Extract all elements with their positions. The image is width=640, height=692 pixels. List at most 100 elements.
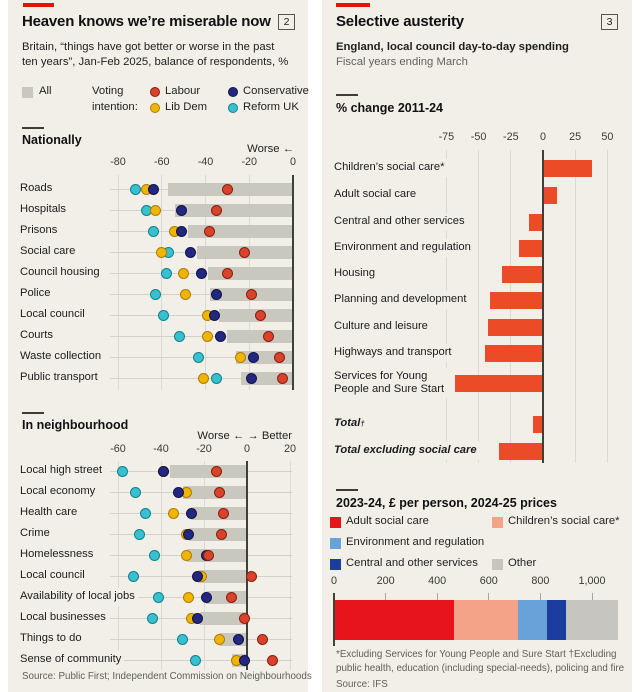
libdem-legend-label: Lib Dem: [165, 101, 208, 113]
adult-social-care-label: Adult social care: [346, 515, 429, 527]
panel-title: Selective austerity: [336, 13, 464, 30]
gridline: [289, 461, 291, 670]
panel-title: Heaven knows we’re miserable now: [22, 13, 271, 30]
adult-social-care-swatch: [330, 517, 341, 528]
conservative-dot-icon: [228, 87, 238, 97]
all-bar: [227, 329, 293, 343]
dot-conservative: [232, 633, 244, 645]
dot-reform: [173, 330, 185, 342]
figure-number-badge: 3: [601, 14, 618, 30]
row-label: Environment and regulation: [334, 239, 474, 257]
other-label: Other: [508, 557, 537, 569]
gridline: [117, 175, 119, 390]
bar: [543, 159, 592, 177]
row-label: Planning and development: [334, 291, 470, 309]
section-rule: [22, 412, 44, 414]
all-bar: [169, 464, 247, 478]
dot-conservative: [175, 204, 187, 216]
dot-conservative: [215, 330, 227, 342]
row-label: Prisons: [20, 222, 61, 240]
environment-swatch: [330, 538, 341, 549]
stacked-segment: [334, 600, 454, 640]
section-title-change: % change 2011-24: [336, 101, 444, 115]
row-label: Council housing: [20, 264, 103, 282]
dot-conservative: [245, 372, 257, 384]
dot-reform: [127, 570, 139, 582]
axis-note-worse: Worse ←: [247, 143, 294, 155]
tick-label: -50: [470, 131, 487, 143]
dot-conservative: [184, 246, 196, 258]
row-line: [110, 335, 293, 337]
gridline: [205, 175, 206, 390]
dot-labour: [226, 591, 238, 603]
tick-label: -60: [153, 156, 170, 168]
panel-austerity: Selective austerity 3 England, local cou…: [322, 0, 632, 692]
dot-reform: [116, 465, 128, 477]
row-label: Children’s social care*: [334, 159, 448, 177]
other-swatch: [492, 559, 503, 570]
all-bar: [186, 548, 247, 562]
dot-labour: [239, 246, 251, 258]
dot-reform: [149, 288, 161, 300]
row-label: Sense of community: [20, 651, 125, 669]
dot-conservative: [157, 465, 169, 477]
dot-reform: [160, 267, 172, 279]
dot-labour: [274, 351, 286, 363]
row-label: Local high street: [20, 462, 106, 480]
gridline: [161, 175, 163, 390]
dot-libdem: [213, 633, 225, 645]
stacked-segment: [518, 600, 547, 640]
labour-dot-icon: [150, 87, 160, 97]
dot-conservative: [183, 528, 195, 540]
dot-reform: [130, 183, 141, 195]
conservative-legend-label: Conservative: [243, 85, 309, 97]
dot-conservative: [248, 351, 260, 363]
red-tab: [23, 3, 54, 7]
dot-conservative: [147, 183, 159, 195]
voting-label-line1: Voting: [92, 85, 124, 97]
bar: [499, 442, 543, 460]
row-label: Local economy: [20, 483, 99, 501]
dot-labour: [245, 570, 257, 582]
gridline: [160, 461, 162, 670]
row-label: Local council: [20, 567, 88, 585]
section-rule: [336, 489, 358, 491]
dot-labour: [221, 183, 233, 195]
dot-conservative: [195, 267, 207, 279]
tick-label: 200: [376, 575, 395, 587]
tick-label: 800: [531, 575, 550, 587]
row-label: Social care: [20, 243, 79, 261]
row-label: Local businesses: [20, 609, 109, 627]
all-bar: [174, 203, 293, 217]
dot-libdem: [202, 330, 214, 342]
dot-labour: [254, 309, 266, 321]
source-note: Source: Public First; Independent Commis…: [22, 671, 312, 682]
tick-label: -25: [502, 131, 519, 143]
tick-label: -40: [153, 443, 169, 455]
stacked-segment: [546, 600, 567, 640]
gridline: [203, 461, 205, 670]
reform-dot-icon: [228, 103, 238, 113]
dot-conservative: [175, 225, 187, 237]
stacked-segment: [566, 600, 618, 640]
dot-libdem: [181, 549, 193, 561]
stacked-segment: [453, 600, 519, 640]
bar: [543, 186, 558, 204]
row-line: [110, 293, 293, 295]
dot-labour: [276, 372, 288, 384]
dot-reform: [153, 591, 165, 603]
dot-reform: [158, 309, 170, 321]
row-label: Total excluding social care: [334, 442, 480, 460]
tick-label: 0: [289, 156, 296, 168]
tick-label: 50: [601, 131, 614, 143]
subtitle-line1: England, local council day-to-day spendi…: [336, 41, 569, 53]
row-label: Adult social care: [334, 186, 420, 204]
row-label: Health care: [20, 504, 81, 522]
tick-label: -20: [196, 443, 212, 455]
dot-reform: [189, 654, 201, 666]
red-tab: [336, 3, 370, 7]
tick-mark: [436, 593, 438, 600]
bar: [487, 318, 543, 336]
dot-reform: [177, 633, 188, 645]
